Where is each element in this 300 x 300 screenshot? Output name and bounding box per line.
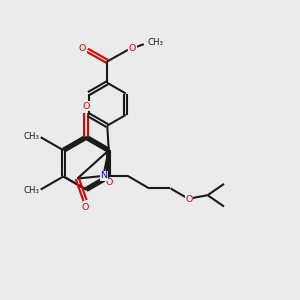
Text: O: O (79, 44, 86, 53)
Text: O: O (185, 195, 193, 204)
Text: N: N (100, 171, 107, 180)
Text: O: O (105, 178, 113, 188)
Text: O: O (129, 44, 136, 53)
Text: O: O (82, 102, 90, 111)
Text: O: O (82, 202, 89, 211)
Text: CH₃: CH₃ (147, 38, 164, 47)
Text: CH₃: CH₃ (23, 186, 39, 195)
Text: CH₃: CH₃ (23, 132, 39, 141)
